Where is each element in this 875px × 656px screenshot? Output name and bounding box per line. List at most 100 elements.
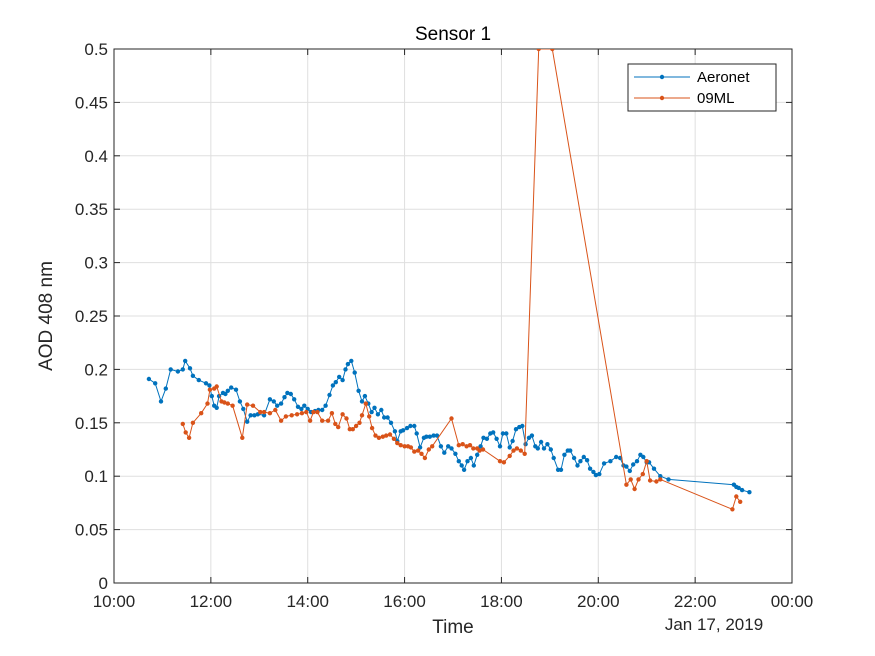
data-point-aeronet <box>571 455 577 461</box>
chart-title: Sensor 1 <box>415 24 491 45</box>
data-point-09ml <box>325 418 331 423</box>
legend-label-aeronet: Aeronet <box>697 69 750 86</box>
data-point-aeronet <box>548 447 553 452</box>
data-point-aeronet <box>593 472 599 478</box>
data-point-09ml <box>426 447 431 452</box>
data-point-aeronet <box>627 468 632 474</box>
data-point-aeronet <box>163 386 168 391</box>
data-point-aeronet <box>183 358 188 364</box>
data-point-aeronet <box>641 454 646 460</box>
data-point-aeronet <box>513 427 519 432</box>
legend-marker-09ml <box>659 95 665 101</box>
data-point-aeronet <box>385 415 390 420</box>
data-point-aeronet <box>591 469 596 475</box>
data-point-09ml <box>311 409 316 415</box>
data-point-aeronet <box>562 452 567 457</box>
data-point-aeronet <box>359 399 365 404</box>
data-point-aeronet <box>207 383 212 388</box>
data-point-aeronet <box>237 399 243 404</box>
data-point-09ml <box>419 451 424 456</box>
y-tick-label: 0.15 <box>75 414 108 433</box>
data-point-09ml <box>738 499 743 504</box>
data-point-aeronet <box>658 474 663 479</box>
x-tick-label: 14:00 <box>286 592 329 611</box>
data-point-09ml <box>344 416 349 421</box>
data-point-aeronet <box>362 393 368 399</box>
data-point-09ml <box>412 449 417 454</box>
data-point-aeronet <box>180 367 185 372</box>
data-point-09ml <box>205 401 210 406</box>
data-point-09ml <box>273 407 278 413</box>
data-point-09ml <box>507 453 512 459</box>
data-point-aeronet <box>484 436 490 441</box>
data-point-09ml <box>536 49 541 52</box>
data-point-aeronet <box>302 403 307 408</box>
data-point-09ml <box>398 443 403 448</box>
data-point-aeronet <box>631 462 636 467</box>
data-point-09ml <box>267 411 273 416</box>
data-point-09ml <box>289 413 294 418</box>
data-point-aeronet <box>461 467 467 472</box>
data-point-aeronet <box>520 423 525 429</box>
data-point-aeronet <box>494 436 499 441</box>
data-point-aeronet <box>634 459 640 464</box>
data-point-aeronet <box>187 366 193 371</box>
data-point-aeronet <box>538 439 544 445</box>
data-point-09ml <box>501 460 507 465</box>
data-point-aeronet <box>541 446 547 451</box>
data-point-aeronet <box>345 361 351 367</box>
data-point-aeronet <box>241 406 246 412</box>
x-axis-label: Time <box>432 617 474 638</box>
data-point-aeronet <box>323 403 328 408</box>
y-tick-label: 0.3 <box>84 254 108 273</box>
x-tick-label: 20:00 <box>577 592 620 611</box>
data-point-aeronet <box>449 446 454 451</box>
data-point-aeronet <box>282 395 287 400</box>
data-point-09ml <box>199 411 204 416</box>
data-point-aeronet <box>209 393 214 399</box>
x-tick-label: 16:00 <box>383 592 426 611</box>
data-point-09ml <box>624 482 629 487</box>
data-point-09ml <box>640 471 645 477</box>
data-point-aeronet <box>651 466 657 471</box>
data-point-09ml <box>283 414 289 419</box>
data-point-09ml <box>304 409 309 415</box>
data-point-aeronet <box>578 459 583 464</box>
data-point-09ml <box>391 436 397 441</box>
y-tick-label: 0.4 <box>84 147 108 166</box>
data-point-09ml <box>497 459 503 464</box>
data-point-09ml <box>647 478 653 483</box>
data-point-09ml <box>449 416 454 421</box>
x-tick-label: 00:00 <box>771 592 814 611</box>
data-point-aeronet <box>497 444 503 449</box>
data-point-09ml <box>340 412 345 417</box>
data-point-aeronet <box>225 388 230 393</box>
data-point-09ml <box>402 444 407 449</box>
data-point-09ml <box>186 435 192 440</box>
y-tick-label: 0.45 <box>75 93 108 112</box>
data-point-aeronet <box>601 461 607 466</box>
y-tick-label: 0.2 <box>84 360 108 379</box>
data-point-09ml <box>373 433 378 438</box>
data-point-aeronet <box>408 423 413 429</box>
data-point-09ml <box>632 486 637 492</box>
data-point-aeronet <box>261 413 267 418</box>
data-point-aeronet <box>666 477 671 482</box>
data-point-aeronet <box>330 383 336 388</box>
data-point-09ml <box>430 444 435 449</box>
data-point-aeronet <box>529 433 535 438</box>
data-point-aeronet <box>523 442 528 447</box>
data-point-aeronet <box>446 444 451 449</box>
data-point-aeronet <box>333 380 338 385</box>
data-point-aeronet <box>614 454 619 460</box>
data-point-aeronet <box>427 434 432 439</box>
data-point-aeronet <box>459 463 464 468</box>
data-point-09ml <box>294 412 300 417</box>
data-point-09ml <box>628 477 633 482</box>
data-point-09ml <box>654 479 659 484</box>
data-point-aeronet <box>271 399 276 404</box>
data-point-09ml <box>350 427 355 432</box>
data-point-aeronet <box>146 376 152 382</box>
data-point-09ml <box>183 430 188 435</box>
